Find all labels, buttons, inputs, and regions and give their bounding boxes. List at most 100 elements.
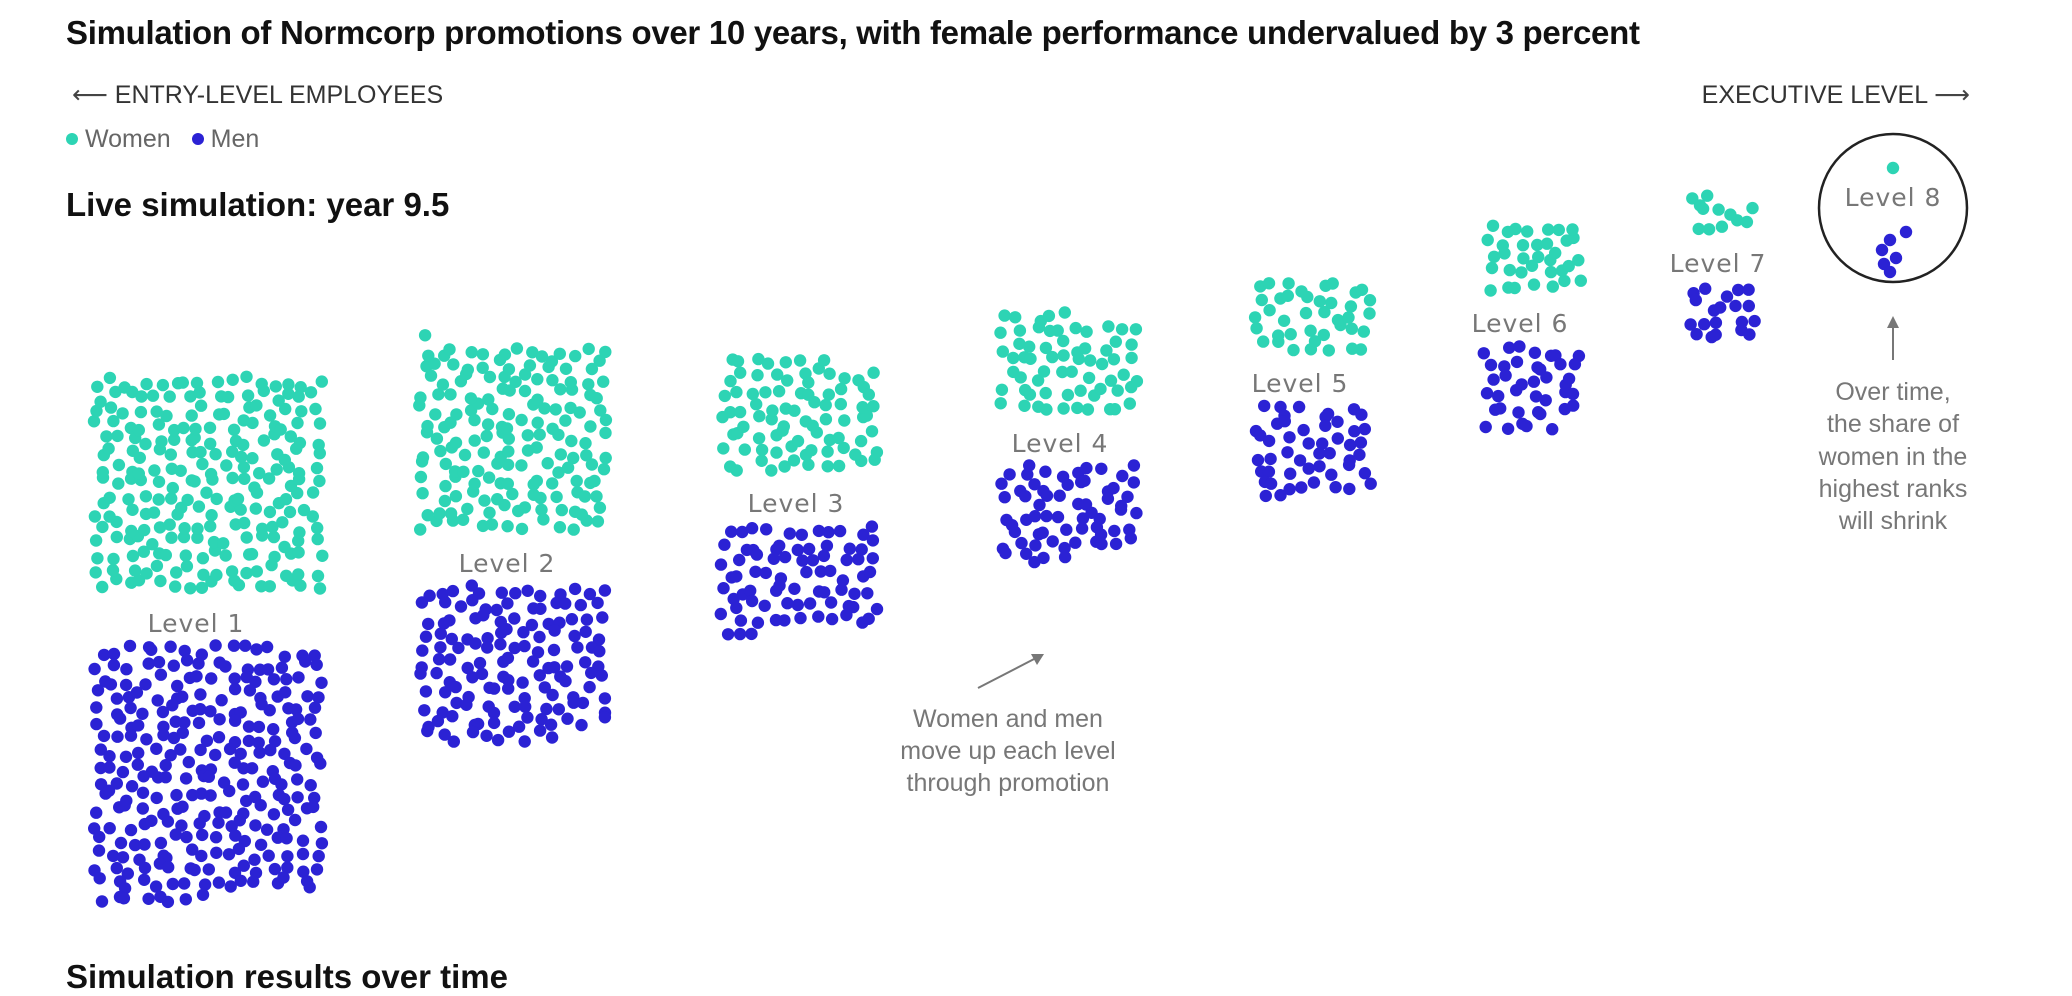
women-dot-level-1	[304, 386, 318, 399]
men-dot-level-3	[781, 597, 794, 610]
women-dot-level-3	[862, 388, 875, 401]
women-dot-level-1	[246, 452, 259, 465]
women-dot-level-2	[567, 523, 580, 536]
men-dot-level-1	[202, 770, 215, 783]
men-dot-level-1	[111, 730, 124, 743]
women-dot-level-1	[311, 521, 324, 535]
men-dot-level-7	[1742, 299, 1756, 313]
men-dot-level-4	[1039, 465, 1052, 478]
men-dot-level-3	[749, 565, 762, 578]
men-dot-level-4	[1058, 541, 1071, 555]
men-dot-level-1	[289, 703, 303, 716]
women-dot-level-2	[449, 436, 463, 449]
men-dot-level-3	[778, 614, 791, 627]
women-dot-level-1	[91, 552, 104, 565]
men-dot-level-1	[281, 861, 294, 874]
women-dot-level-6	[1544, 265, 1558, 279]
women-dot-level-3	[771, 368, 784, 381]
women-dot-level-4	[994, 326, 1007, 339]
women-dot-level-1	[268, 550, 281, 564]
women-dot-level-1	[253, 467, 266, 480]
men-dot-level-1	[296, 847, 310, 861]
women-dot-level-3	[834, 397, 847, 411]
men-dot-level-5	[1283, 431, 1296, 444]
women-dot-level-2	[502, 408, 516, 421]
men-dot-level-7	[1743, 328, 1756, 341]
women-dot-level-1	[194, 445, 207, 459]
men-dot-level-2	[538, 681, 551, 694]
women-dot-level-6	[1549, 246, 1562, 260]
men-dot-level-1	[243, 684, 257, 697]
men-dot-level-7	[1709, 328, 1722, 341]
women-dot-level-1	[132, 467, 145, 480]
men-dot-level-4	[1130, 506, 1143, 520]
men-dot-level-6	[1528, 346, 1542, 359]
women-dot-level-4	[1104, 374, 1118, 387]
women-dot-level-2	[491, 493, 504, 506]
men-dot-level-3	[857, 528, 870, 541]
men-dot-level-1	[178, 644, 191, 658]
women-dot-level-2	[537, 513, 550, 526]
men-dot-level-3	[802, 542, 816, 556]
men-dot-level-4	[1127, 459, 1141, 472]
women-dot-level-1	[107, 552, 120, 566]
women-dot-level-6	[1515, 266, 1528, 279]
men-dot-level-1	[118, 799, 131, 812]
women-dot-level-1	[283, 505, 297, 519]
women-dot-level-6	[1532, 250, 1545, 264]
women-dot-level-3	[793, 354, 807, 367]
men-dot-level-1	[166, 699, 179, 712]
women-dot-level-2	[433, 507, 446, 520]
men-dot-level-1	[228, 682, 242, 696]
men-dot-level-3	[840, 553, 853, 567]
women-dot-level-2	[476, 348, 490, 361]
legend-item-men: Men	[191, 125, 259, 154]
men-dot-level-1	[186, 843, 199, 856]
men-dot-level-2	[443, 614, 456, 627]
women-dot-level-1	[217, 407, 231, 421]
women-dot-level-1	[250, 399, 263, 412]
women-dot-level-1	[134, 405, 148, 419]
women-dot-level-1	[266, 520, 279, 534]
men-dot-level-4	[1127, 476, 1141, 489]
women-dot-level-1	[248, 481, 261, 494]
women-dot-level-1	[240, 370, 253, 383]
dot-layer	[87, 161, 1913, 909]
legend-women-label: Women	[85, 124, 171, 153]
women-dot-level-1	[140, 567, 153, 580]
women-dot-level-2	[416, 451, 430, 464]
men-dot-level-4	[1116, 469, 1129, 483]
women-dot-level-4	[1130, 375, 1144, 388]
women-dot-level-1	[250, 565, 263, 578]
men-dot-level-3	[730, 570, 743, 583]
women-dot-level-2	[575, 508, 588, 521]
men-dot-level-1	[114, 836, 128, 850]
women-dot-level-2	[501, 477, 514, 490]
women-dot-level-5	[1326, 277, 1339, 290]
men-dot-level-3	[767, 552, 780, 565]
men-dot-level-1	[142, 657, 155, 670]
women-dot-level-5	[1277, 314, 1291, 327]
men-dot-level-1	[150, 742, 163, 755]
women-dot-level-2	[515, 413, 528, 427]
women-dot-level-4	[1107, 353, 1121, 366]
women-dot-level-2	[436, 378, 450, 391]
men-dot-level-1	[228, 714, 242, 727]
women-dot-level-1	[255, 377, 268, 391]
women-dot-level-3	[805, 444, 818, 457]
women-dot-level-2	[430, 432, 444, 445]
women-dot-level-2	[429, 408, 442, 421]
men-dot-level-1	[119, 678, 133, 692]
women-dot-level-4	[994, 397, 1007, 410]
men-dot-level-1	[110, 692, 124, 705]
men-dot-level-1	[263, 704, 276, 717]
men-dot-level-2	[518, 639, 531, 653]
men-dot-level-1	[145, 814, 158, 827]
women-dot-level-1	[165, 492, 178, 505]
men-dot-level-1	[236, 778, 250, 791]
men-dot-level-5	[1342, 458, 1356, 472]
women-dot-level-1	[190, 376, 204, 390]
men-dot-level-1	[315, 676, 328, 689]
men-dot-level-4	[1037, 551, 1050, 565]
men-dot-level-2	[521, 711, 534, 724]
